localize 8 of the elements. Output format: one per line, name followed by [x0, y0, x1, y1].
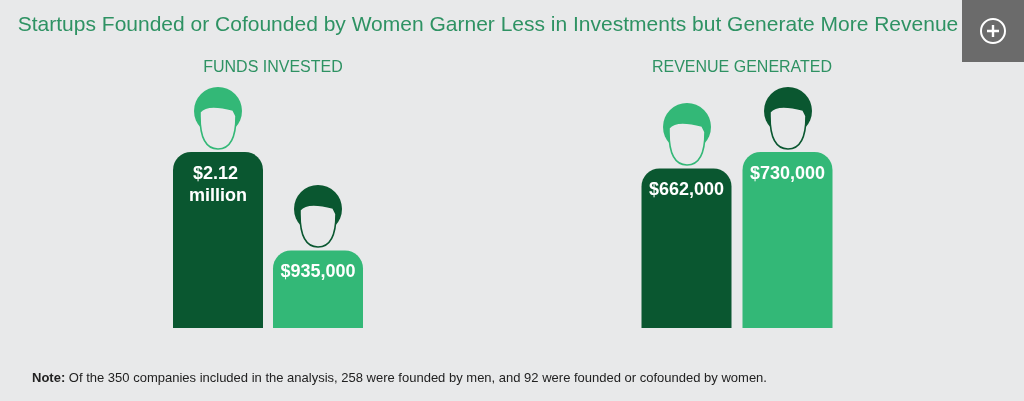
data-label: $2.12 million: [189, 163, 247, 205]
data-label: $662,000: [648, 179, 725, 200]
data-label: $730,000: [749, 163, 826, 183]
data-label: $935,000: [280, 261, 356, 282]
chart-subtitle: REVENUE GENERATED: [651, 57, 833, 75]
text: Startups Founded or Cofounded by Women Garner Less in Investments but Generate More Revenue: [16, 12, 960, 36]
text: Note: Of the 350 companies included in the analysis, 258 were founded by men, and 92 were founded or cofounded by women.: [32, 370, 767, 385]
chart-subtitle: FUNDS INVESTED: [203, 57, 343, 75]
